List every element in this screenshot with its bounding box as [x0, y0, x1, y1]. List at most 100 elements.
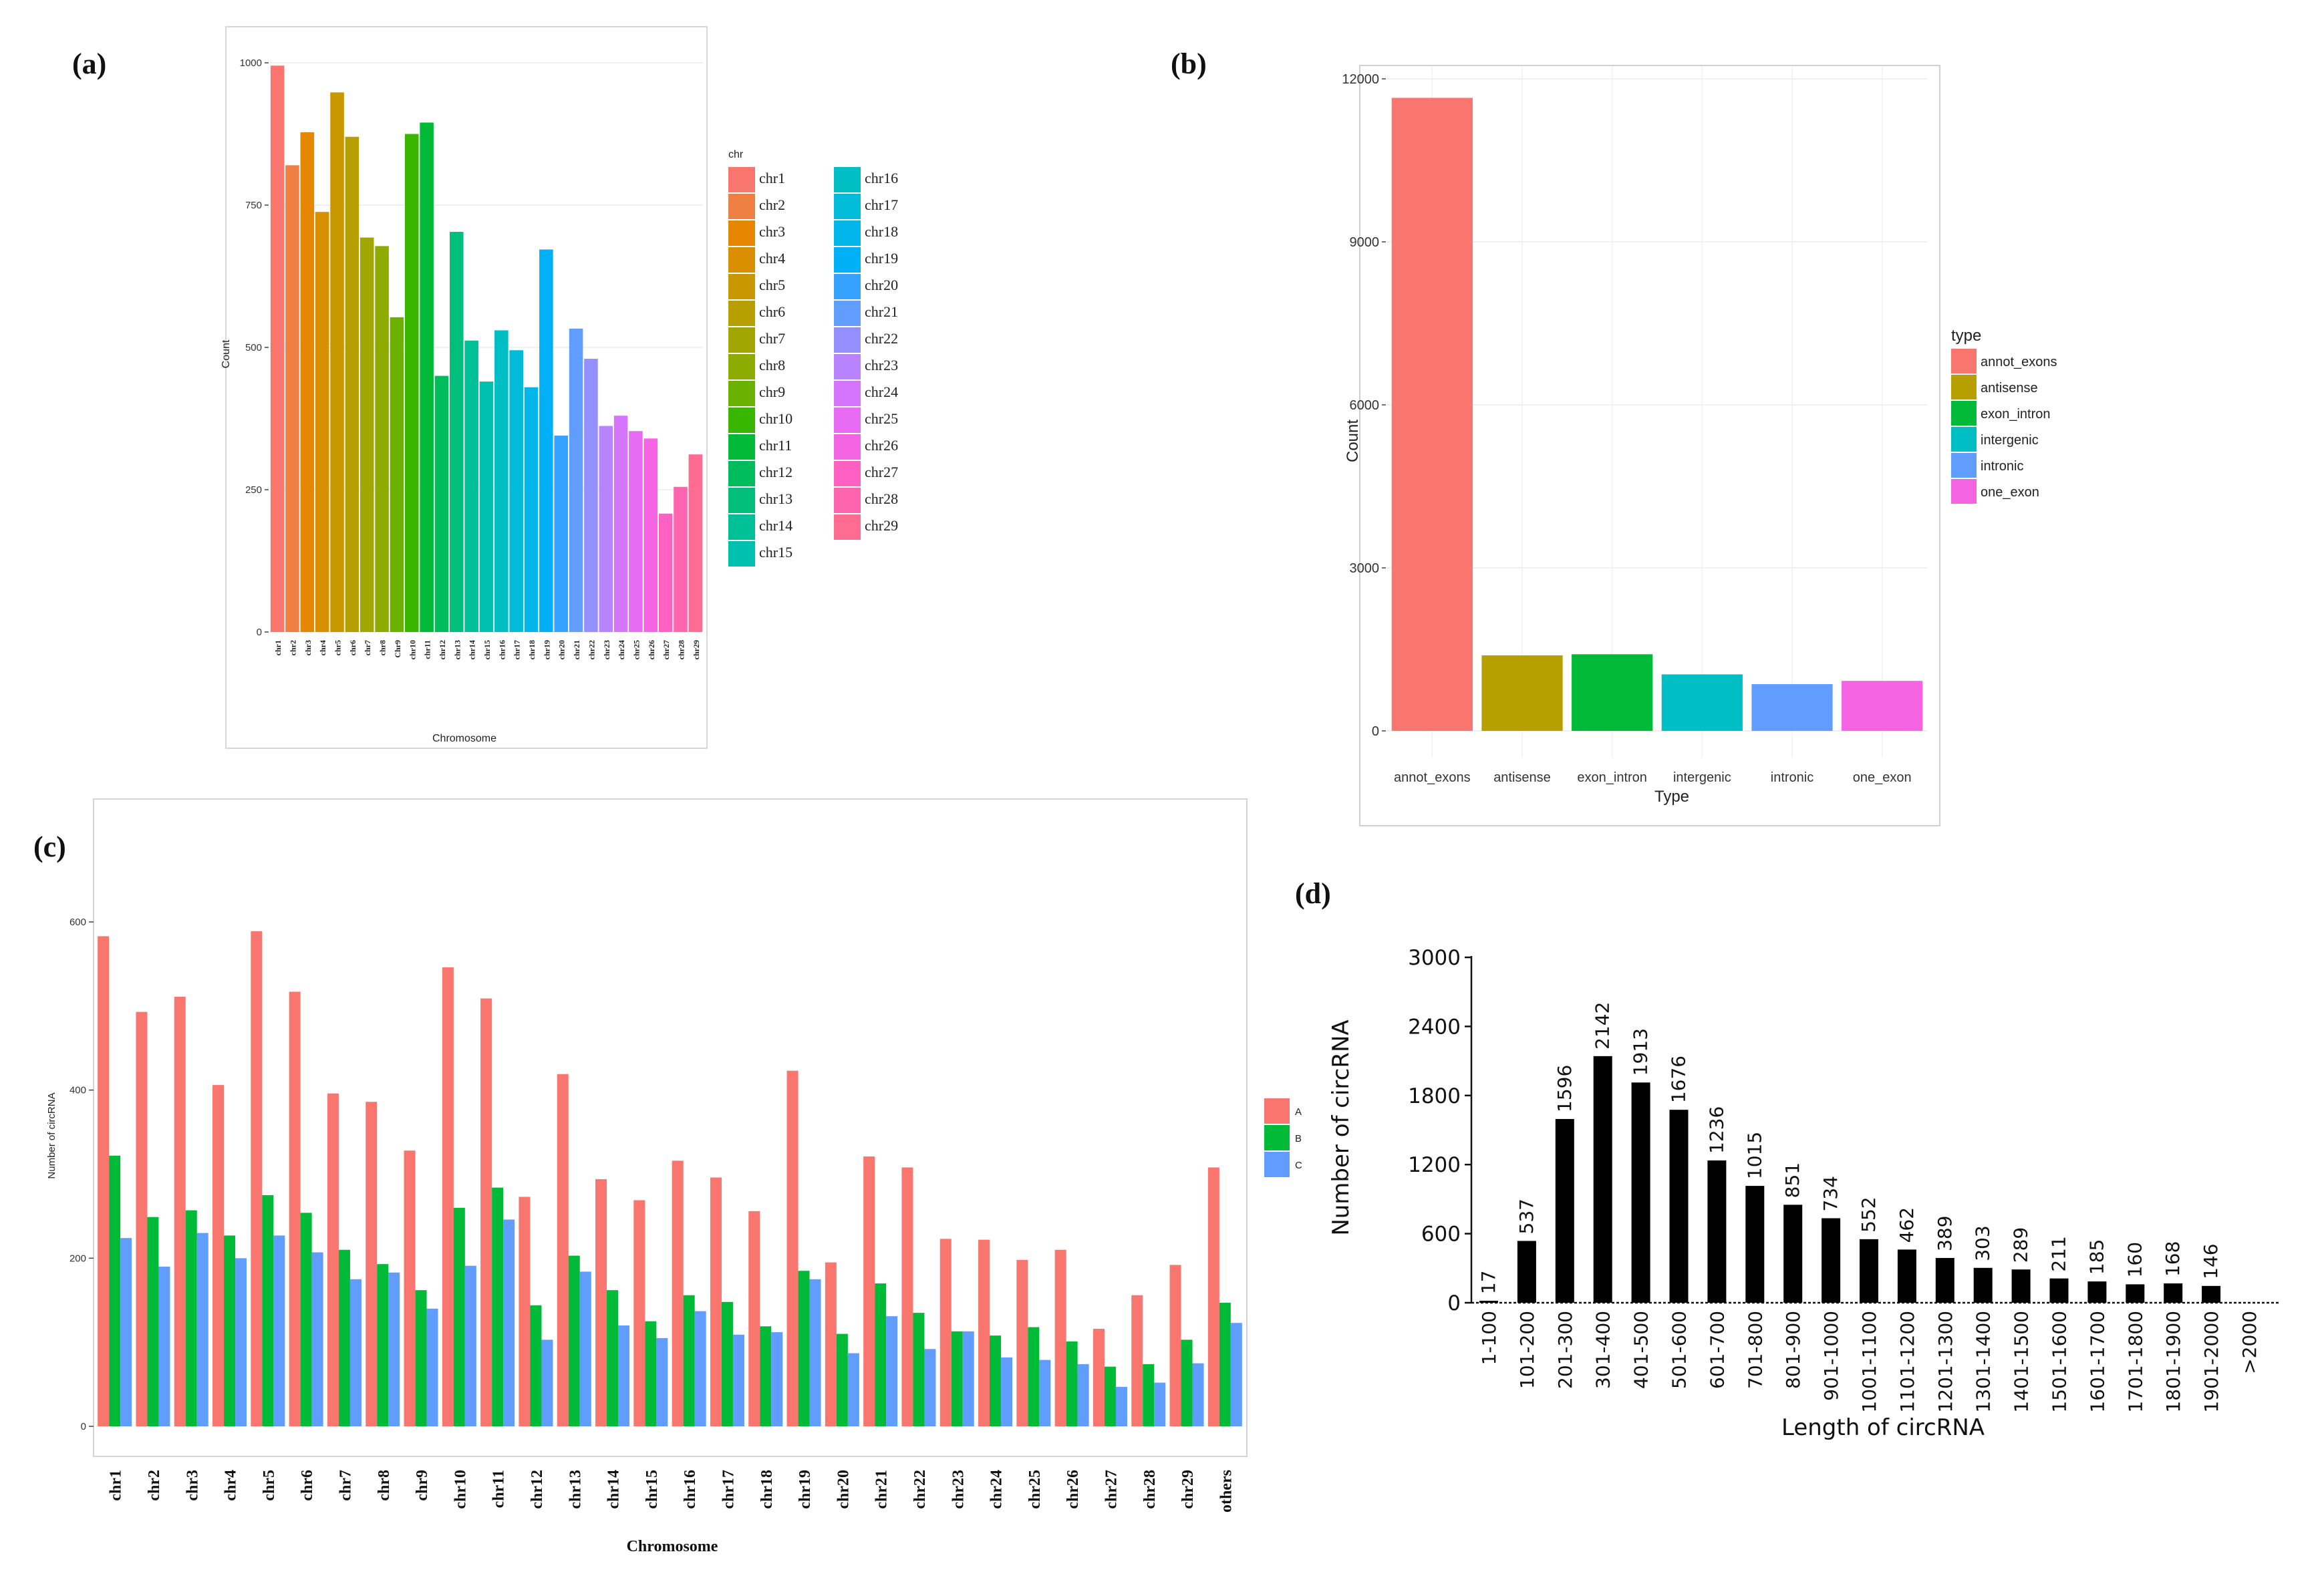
chart-a-legend-label: chr4 [759, 250, 785, 267]
chart-c-xtick-label: chr16 [682, 1470, 699, 1509]
chart-a-xtick-label: chr11 [423, 640, 432, 659]
chart-d-data-label: 552 [1858, 1197, 1880, 1232]
chart-a-legend-label: chr21 [865, 303, 898, 320]
chart-b-xtick-label: antisense [1493, 770, 1551, 785]
chart-d-ytick-label: 600 [1421, 1223, 1461, 1247]
panel-label-a: (a) [72, 47, 106, 80]
chart-d-bar [1822, 1218, 1841, 1303]
chart-a-legend-swatch [728, 381, 755, 406]
chart-c-bar-b [185, 1210, 197, 1426]
chart-a-xtick-label: chr14 [468, 640, 477, 659]
chart-c-bar-b [1104, 1366, 1116, 1426]
chart-c-bar-b [530, 1305, 542, 1426]
chart-a-legend-label: chr29 [865, 517, 898, 534]
chart-a-xtick-label: chr27 [662, 640, 671, 659]
chart-a-bar [359, 237, 374, 633]
chart-d-data-label: 2142 [1592, 1002, 1614, 1050]
chart-a-bar [688, 454, 703, 632]
chart-c-xtick-label: chr21 [873, 1470, 891, 1509]
chart-a-legend-swatch [728, 354, 755, 379]
chart-c-bar-a [748, 1211, 760, 1426]
chart-d-bar [2202, 1285, 2221, 1303]
chart-c-xtick-label: chr27 [1103, 1470, 1120, 1509]
chart-b-bar [1391, 98, 1473, 731]
chart-b-xtick-label: exon_intron [1577, 770, 1647, 785]
chart-b-ytick-label: 9000 [1350, 235, 1380, 250]
chart-b-xtick-label: intronic [1771, 770, 1813, 785]
chart-d-bar [1860, 1239, 1878, 1303]
chart-a-legend-label: chr26 [865, 437, 898, 454]
chart-d-xtick-label: 1701-1800 [2124, 1311, 2146, 1413]
chart-c-xtick-label: chr19 [796, 1470, 814, 1509]
chart-a-legend-swatch [834, 461, 861, 486]
chart-a-xtick-label: chr17 [513, 640, 522, 659]
chart-c-bar-a [825, 1262, 837, 1426]
chart-a-xtick-label: chr8 [378, 640, 388, 655]
chart-c-bar-a [633, 1200, 645, 1426]
chart-c-bar-c [426, 1308, 438, 1426]
chart-c-bar-c [464, 1265, 476, 1426]
chart-a-ylabel: Count [221, 339, 232, 368]
chart-a-ytick-label: 1000 [240, 57, 262, 69]
chart-c-bar-b [721, 1301, 733, 1426]
chart-b-bar [1842, 681, 1923, 731]
chart-a-xtick-label: chr6 [348, 640, 357, 655]
chart-c-bar-a [1093, 1329, 1105, 1426]
chart-a-legend-swatch [728, 301, 755, 326]
chart-b-bar [1572, 654, 1653, 731]
chart-a-legend-label: chr12 [759, 464, 792, 480]
chart-d-bar [1897, 1249, 1916, 1303]
panel-label-b: (b) [1171, 47, 1207, 80]
chart-d-data-label: 1236 [1705, 1106, 1727, 1154]
chart-c-ytick-label: 200 [69, 1253, 86, 1264]
chart-a-ytick-label: 0 [257, 627, 262, 638]
chart-c-xlabel: Chromosome [627, 1538, 718, 1555]
chart-d-bar [2087, 1281, 2107, 1303]
chart-c-bar-c [886, 1316, 898, 1426]
chart-c-bar-a [289, 991, 301, 1426]
chart-c-bar-b [645, 1321, 657, 1426]
chart-d-data-label: 537 [1515, 1199, 1538, 1234]
chart-d-xtick-label: 1801-1900 [2162, 1311, 2184, 1413]
chart-c-bar-a [978, 1239, 990, 1426]
chart-a-xtick-label: chr1 [273, 640, 283, 655]
chart-d-xtick-label: 1301-1400 [1973, 1311, 1995, 1413]
chart-a-ytick-label: 250 [245, 484, 262, 496]
chart-a-legend-label: chr23 [865, 357, 898, 373]
chart-c-bar-b [338, 1249, 350, 1426]
chart-b-legend-swatch [1951, 479, 1977, 504]
chart-a-bar [643, 438, 658, 632]
chart-c-bar-b [1028, 1327, 1040, 1426]
chart-c-xtick-label: chr20 [835, 1470, 852, 1509]
chart-c-bar-c [618, 1325, 630, 1426]
chart-a-legend-title: chr [728, 149, 744, 160]
chart-a-bar [539, 249, 553, 632]
chart-a-legend-swatch [834, 354, 861, 379]
chart-c-bar-b [951, 1331, 963, 1426]
chart-a-bar [450, 232, 464, 632]
chart-d-xtick-label: 201-300 [1554, 1311, 1576, 1389]
chart-c-bar-c [503, 1219, 515, 1426]
chart-d-xtick-label: 401-500 [1630, 1311, 1652, 1389]
chart-c-bar-c [924, 1349, 936, 1426]
chart-c-bar-c [962, 1331, 974, 1426]
chart-d-bar [1631, 1082, 1650, 1303]
chart-c: 0 200 400 600 chr1 chr2 chr3 chr4 chr5 chr6 chr7 c… [46, 798, 1302, 1555]
chart-c-xtick-label: chr12 [529, 1470, 546, 1509]
chart-c-ytick-label: 0 [81, 1421, 86, 1432]
chart-a-legend-swatch [834, 327, 861, 353]
chart-b-legend-label: exon_intron [1981, 407, 2051, 422]
chart-c-bar-a [327, 1093, 339, 1426]
chart-a-bar [658, 513, 673, 632]
chart-c-bar-a [212, 1085, 225, 1426]
chart-c-bar-b [568, 1255, 580, 1426]
chart-a-bar [554, 436, 569, 632]
chart-c-bar-b [415, 1290, 427, 1426]
chart-c-xtick-label: chr17 [720, 1470, 737, 1509]
chart-a-xtick-label: chr2 [289, 640, 298, 655]
chart-a-bar [509, 350, 523, 632]
chart-c-bar-b [224, 1235, 236, 1426]
chart-c-bar-b [262, 1195, 274, 1426]
chart-b-xlabel: Type [1654, 788, 1689, 806]
chart-d: 17 537 1596 2142 1913 1676 1236 1015 851 734 552 46… [1328, 946, 2279, 1441]
